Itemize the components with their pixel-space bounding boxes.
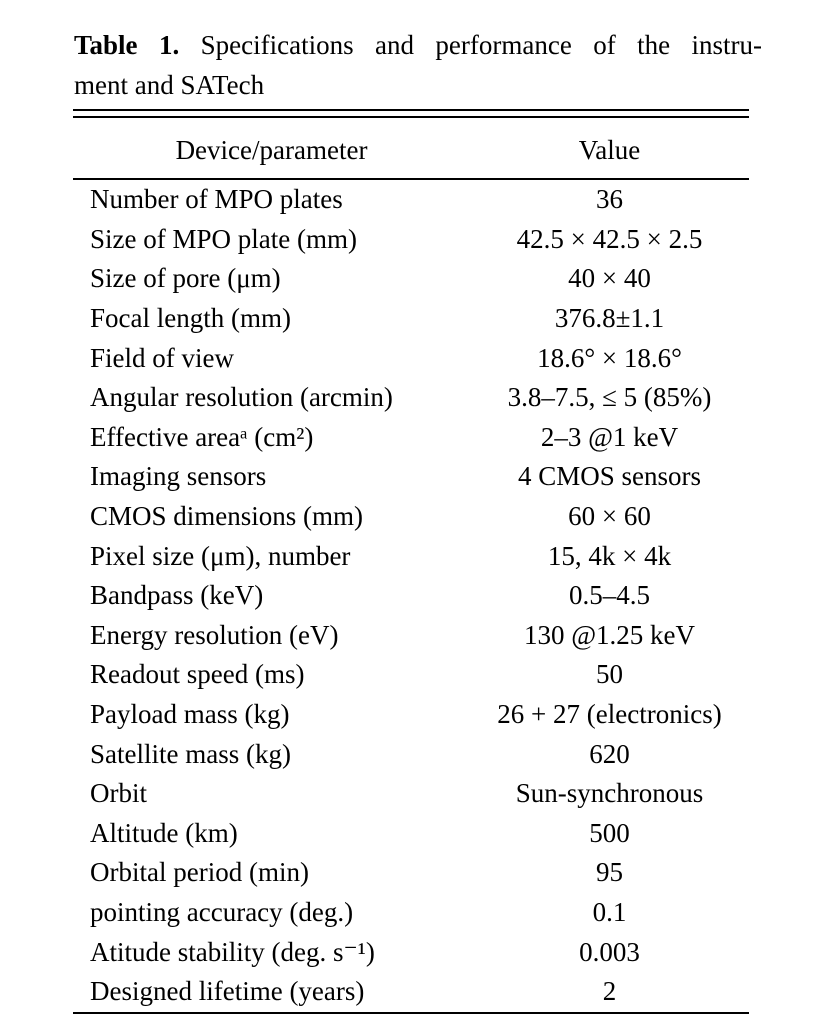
table-row: Number of MPO plates 36 (73, 180, 749, 220)
value-cell: 42.5 × 42.5 × 2.5 (516, 223, 703, 254)
value-cell: 500 (589, 817, 630, 848)
value-cell: 60 × 60 (568, 501, 651, 532)
table-caption: Table 1. Specifications and performance … (74, 25, 762, 105)
table-row: Pixel size (μm), number 15, 4k × 4k (73, 536, 749, 576)
value-cell: 4 CMOS sensors (517, 461, 702, 492)
table-header-rule (73, 178, 749, 180)
table-row: Size of MPO plate (mm) 42.5 × 42.5 × 2.5 (73, 220, 749, 260)
value-cell: 2 (602, 976, 617, 1007)
table-row: Designed lifetime (years) 2 (73, 972, 749, 1012)
table-row: Atitude stability (deg. s⁻¹) 0.003 (73, 932, 749, 972)
param-cell: Orbit (90, 778, 147, 809)
value-cell: 40 × 40 (568, 263, 651, 294)
value-cell: 26 + 27 (electronics) (497, 699, 722, 730)
table-row: Payload mass (kg) 26 + 27 (electronics) (73, 695, 749, 735)
param-cell: Orbital period (min) (90, 857, 309, 888)
param-cell: pointing accuracy (deg.) (90, 896, 354, 927)
value-cell: 95 (596, 857, 623, 888)
param-cell: Size of pore (μm) (90, 263, 281, 294)
param-cell: Imaging sensors (90, 461, 267, 492)
table-row: Imaging sensors 4 CMOS sensors (73, 457, 749, 497)
param-cell: Angular resolution (arcmin) (90, 382, 393, 413)
table-bottom-rule (73, 1012, 749, 1014)
table-row: Altitude (km) 500 (73, 814, 749, 854)
value-cell: 15, 4k × 4k (547, 540, 672, 571)
value-cell: 2–3 @1 keV (540, 421, 679, 452)
value-cell: 0.003 (579, 936, 640, 967)
param-cell: Effective areaᵃ (cm²) (90, 421, 314, 452)
table-caption-line1: Table 1. Specifications and performance … (74, 25, 762, 65)
table-row: Bandpass (keV) 0.5–4.5 (73, 576, 749, 616)
value-cell: Sun-synchronous (515, 778, 704, 809)
value-cell: 18.6° × 18.6° (537, 342, 682, 373)
param-cell: Energy resolution (eV) (90, 619, 339, 650)
table-row: Field of view 18.6° × 18.6° (73, 338, 749, 378)
param-cell: Field of view (90, 342, 234, 373)
table-row: Satellite mass (kg) 620 (73, 734, 749, 774)
table-row: Angular resolution (arcmin) 3.8–7.5, ≤ 5… (73, 378, 749, 418)
table-caption-line2: ment and SATech (74, 70, 265, 100)
value-cell: 376.8±1.1 (554, 303, 665, 334)
value-cell: 620 (589, 738, 630, 769)
param-cell: CMOS dimensions (mm) (90, 501, 364, 532)
table-caption-text: Specifications and performance of the in… (200, 30, 762, 60)
param-cell: Pixel size (μm), number (90, 540, 351, 571)
table-row: Energy resolution (eV) 130 @1.25 keV (73, 616, 749, 656)
table-row: pointing accuracy (deg.) 0.1 (73, 893, 749, 933)
table-header-row: Device/parameter Value (73, 122, 749, 178)
value-cell: 3.8–7.5, ≤ 5 (85%) (507, 382, 712, 413)
param-cell: Size of MPO plate (mm) (90, 223, 357, 254)
param-cell: Designed lifetime (years) (90, 976, 365, 1007)
value-cell: 0.5–4.5 (569, 580, 650, 611)
value-cell: 0.1 (592, 896, 627, 927)
param-cell: Payload mass (kg) (90, 699, 290, 730)
table-row: Size of pore (μm) 40 × 40 (73, 259, 749, 299)
param-cell: Bandpass (keV) (90, 580, 264, 611)
column-header-value: Value (578, 134, 641, 165)
table-row: Focal length (mm) 376.8±1.1 (73, 299, 749, 339)
table-row: Effective areaᵃ (cm²) 2–3 @1 keV (73, 418, 749, 458)
param-cell: Satellite mass (kg) (90, 738, 291, 769)
value-cell: 50 (596, 659, 623, 690)
table-row: Orbit Sun-synchronous (73, 774, 749, 814)
value-cell: 130 @1.25 keV (523, 619, 696, 650)
param-cell: Number of MPO plates (90, 184, 343, 215)
table-row: Readout speed (ms) 50 (73, 655, 749, 695)
table-caption-label: Table 1. (74, 30, 180, 60)
table-row: CMOS dimensions (mm) 60 × 60 (73, 497, 749, 537)
param-cell: Altitude (km) (90, 817, 238, 848)
column-header-device-parameter: Device/parameter (175, 134, 368, 165)
table-body: Number of MPO plates 36 Size of MPO plat… (73, 180, 749, 1011)
table-row: Orbital period (min) 95 (73, 853, 749, 893)
param-cell: Atitude stability (deg. s⁻¹) (90, 936, 375, 967)
value-cell: 36 (596, 184, 623, 215)
param-cell: Readout speed (ms) (90, 659, 305, 690)
table-top-double-rule (73, 109, 749, 118)
param-cell: Focal length (mm) (90, 303, 291, 334)
